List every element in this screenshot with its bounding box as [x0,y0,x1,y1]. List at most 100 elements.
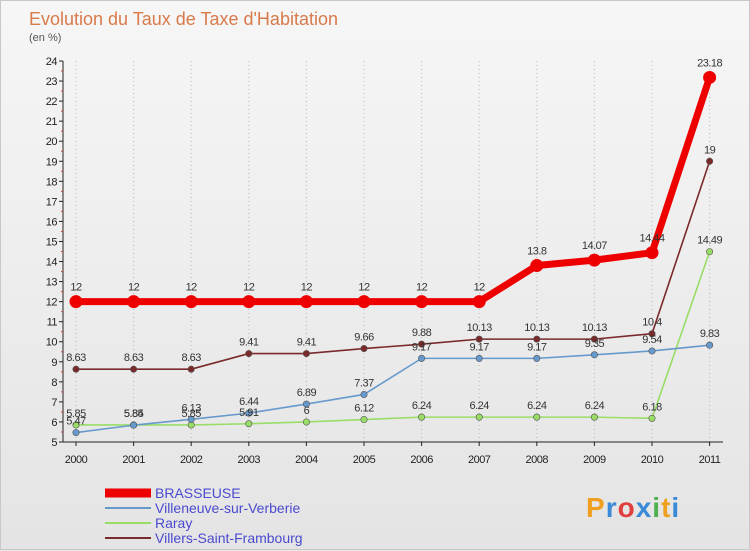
point-Villeneuve-sur-Verberie-2008 [533,354,541,362]
x-tick-label: 2002 [180,454,203,466]
x-tick-label: 2006 [410,454,433,466]
series-line-Raray [76,251,711,426]
data-label: 14.44 [639,233,664,245]
point-BRASSEUSE-2006 [415,295,429,309]
data-label: 5.85 [181,408,201,420]
legend-label-Villeneuve-sur-Verberie: Villeneuve-sur-Verberie [155,500,300,516]
y-tick-label: 15 [46,236,58,248]
data-label: 12 [128,282,140,294]
point-BRASSEUSE-2000 [69,295,83,309]
point-Raray-2010 [648,414,656,422]
data-label: 5.47 [66,416,86,428]
y-tick-label: 23 [46,76,58,88]
point-Villers-Saint-Frambourg-2008 [533,335,541,343]
y-tick-label: 9 [51,357,57,369]
data-label: 12 [70,282,82,294]
point-Villers-Saint-Frambourg-2001 [130,365,138,373]
data-label: 5.85 [124,408,144,420]
series-line-BRASSEUSE [76,76,713,306]
data-label: 14.49 [697,235,722,247]
point-Villeneuve-sur-Verberie-2009 [590,351,598,359]
data-label: 9.83 [700,328,720,340]
point-Raray-2005 [360,416,368,424]
y-tick-label: 14 [46,257,58,269]
point-Villers-Saint-Frambourg-2011 [706,157,714,165]
point-Villers-Saint-Frambourg-2000 [72,365,80,373]
point-Villers-Saint-Frambourg-2009 [590,335,598,343]
y-tick-label: 21 [46,116,58,128]
x-tick-label: 2010 [641,454,664,466]
y-tick-label: 24 [46,56,58,68]
data-label: 12 [186,282,198,294]
y-tick-label: 5 [51,437,57,449]
data-label: 12 [474,282,486,294]
data-label: 9.88 [412,327,432,339]
point-Villers-Saint-Frambourg-2010 [648,330,656,338]
data-label: 9.17 [527,341,547,353]
data-label: 6.13 [181,402,201,414]
legend-label-Villers-Saint-Frambourg: Villers-Saint-Frambourg [155,530,303,546]
data-label: 12 [358,282,370,294]
y-tick-label: 8 [51,377,57,389]
data-label: 8.63 [124,352,144,364]
x-tick-label: 2001 [122,454,145,466]
data-label: 12 [301,282,313,294]
y-tick-label: 20 [46,136,58,148]
point-Villeneuve-sur-Verberie-2005 [360,390,368,398]
point-Raray-2003 [245,420,253,428]
point-BRASSEUSE-2010 [645,246,659,260]
x-tick-label: 2004 [295,454,318,466]
chart-title: Evolution du Taux de Taxe d'Habitation [29,9,338,29]
data-label: 12 [416,282,428,294]
point-Villers-Saint-Frambourg-2002 [187,365,195,373]
data-label: 6.44 [239,396,259,408]
proxiti-logo: Proxiti [586,492,680,523]
y-tick-label: 22 [46,96,58,108]
data-label: 9.35 [585,338,605,350]
x-tick-label: 2007 [468,454,491,466]
point-Raray-2004 [302,418,310,426]
point-Villeneuve-sur-Verberie-2011 [706,341,714,349]
point-Raray-2009 [590,413,598,421]
data-label: 19 [704,144,716,156]
data-label: 23.18 [697,57,722,69]
logo-letter: i [652,492,661,523]
y-tick-label: 13 [46,277,58,289]
point-BRASSEUSE-2007 [472,295,486,309]
chart-subtitle: (en %) [29,32,61,44]
point-Villeneuve-sur-Verberie-2006 [418,354,426,362]
data-label: 12 [243,282,255,294]
data-label: 9.41 [239,337,259,349]
logo-letter: P [586,492,606,523]
data-label: 6 [304,405,310,417]
point-Villers-Saint-Frambourg-2006 [418,340,426,348]
logo-letter: x [636,492,653,523]
legend-label-Raray: Raray [155,515,192,531]
data-label: 9.17 [469,341,489,353]
x-tick-label: 2003 [238,454,261,466]
series-line-Villers-Saint-Frambourg [76,161,711,371]
point-BRASSEUSE-2004 [299,295,313,309]
x-tick-label: 2009 [583,454,606,466]
x-tick-label: 2005 [353,454,376,466]
data-label: 7.37 [354,377,374,389]
point-Villeneuve-sur-Verberie-2001 [130,421,138,429]
data-label: 9.66 [354,332,374,344]
point-BRASSEUSE-2008 [530,259,544,273]
data-label: 10.4 [642,317,662,329]
point-BRASSEUSE-2003 [242,295,256,309]
point-Villeneuve-sur-Verberie-2003 [245,409,253,417]
point-Villers-Saint-Frambourg-2003 [245,350,253,358]
logo-letter: t [661,492,671,523]
data-label: 10.13 [582,322,607,334]
y-tick-label: 7 [51,397,57,409]
legend-label-BRASSEUSE: BRASSEUSE [155,485,241,501]
x-tick-label: 2008 [526,454,549,466]
point-Villers-Saint-Frambourg-2004 [302,350,310,358]
point-Villeneuve-sur-Verberie-2002 [187,415,195,423]
x-tick-label: 2000 [65,454,88,466]
data-label: 6.24 [412,400,432,412]
data-label: 9.41 [297,337,317,349]
